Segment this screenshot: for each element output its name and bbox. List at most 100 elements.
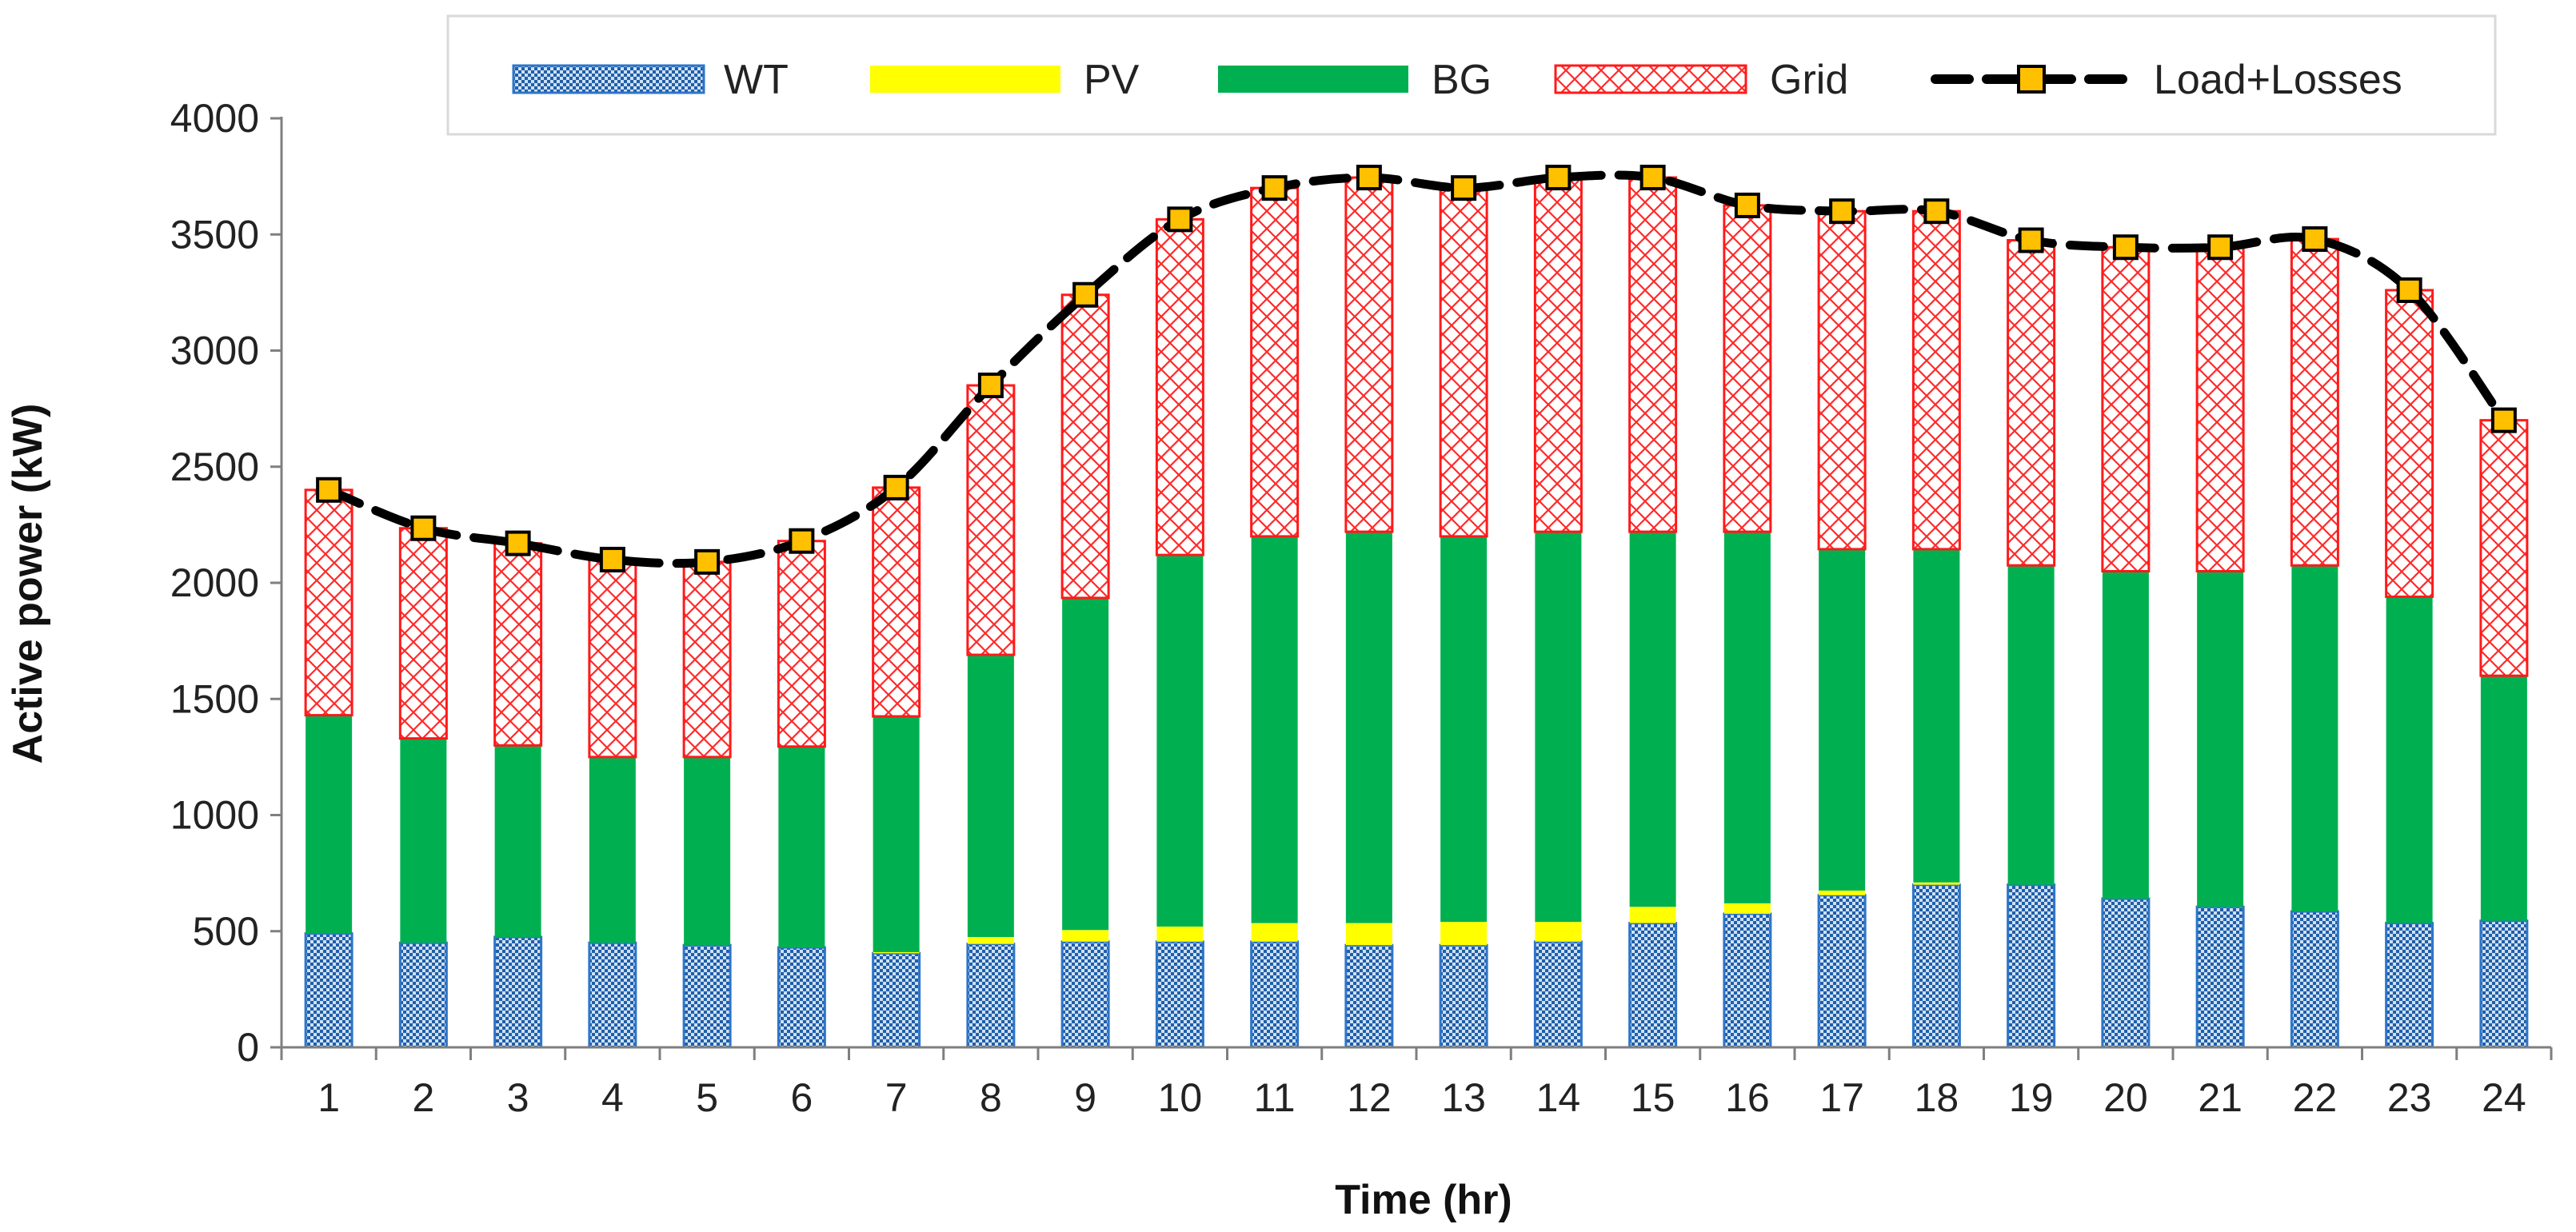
bar-pv-14: [1535, 922, 1582, 942]
load-losses-marker-2: [410, 515, 437, 541]
legend: WT PV BG Grid Load+Losses: [446, 14, 2497, 136]
bar-bg-15: [1629, 532, 1676, 907]
x-tick-label: 10: [1158, 1075, 1203, 1120]
bar-wt-1: [304, 932, 353, 1049]
bar-bg-16: [1723, 532, 1771, 903]
load-losses-marker-21: [2207, 234, 2234, 261]
load-losses-marker-10: [1167, 206, 1193, 233]
x-tick-label: 13: [1441, 1075, 1486, 1120]
legend-label-bg: BG: [1432, 57, 1492, 103]
load-losses-marker-20: [2112, 234, 2139, 261]
x-tick-label: 19: [2009, 1075, 2054, 1120]
load-losses-marker-14: [1545, 165, 1572, 191]
bar-wt-16: [1723, 912, 1772, 1049]
bar-grid-9: [1060, 293, 1110, 600]
x-tick-label: 3: [507, 1075, 529, 1120]
bar-wt-9: [1060, 940, 1110, 1049]
legend-label-pv: PV: [1084, 57, 1140, 103]
y-tick-label: 500: [193, 909, 259, 954]
legend-swatch-grid: [1554, 64, 1747, 94]
bar-wt-4: [588, 941, 637, 1049]
load-losses-marker-19: [2018, 227, 2044, 253]
x-tick-label: 14: [1536, 1075, 1581, 1120]
bar-bg-14: [1535, 532, 1582, 923]
x-tick-label: 22: [2293, 1075, 2338, 1120]
bar-grid-11: [1250, 186, 1300, 538]
bar-grid-20: [2101, 245, 2151, 572]
x-tick-label: 2: [412, 1075, 434, 1120]
bar-wt-20: [2101, 897, 2151, 1049]
bar-pv-8: [967, 937, 1014, 944]
bar-wt-19: [2007, 883, 2056, 1049]
bar-bg-17: [1819, 548, 1866, 891]
bar-wt-21: [2195, 905, 2245, 1049]
bar-bg-4: [589, 756, 636, 943]
bar-bg-11: [1251, 536, 1298, 923]
bar-wt-8: [966, 943, 1016, 1049]
y-tick-label: 1500: [170, 676, 259, 721]
x-axis-title: Time (hr): [1335, 1177, 1512, 1223]
bar-grid-3: [493, 542, 543, 747]
bar-bg-5: [684, 756, 731, 946]
bar-pv-15: [1629, 907, 1676, 923]
load-losses-marker-11: [1261, 175, 1288, 201]
load-losses-marker-15: [1639, 165, 1666, 191]
bar-pv-16: [1723, 903, 1771, 914]
bar-grid-23: [2385, 289, 2434, 598]
bar-wt-11: [1250, 940, 1300, 1049]
x-tick-label: 23: [2387, 1075, 2432, 1120]
bar-grid-13: [1439, 186, 1488, 538]
legend-label-wt: WT: [724, 57, 789, 103]
bar-wt-12: [1344, 943, 1394, 1049]
bar-pv-7: [873, 951, 920, 954]
bar-pv-17: [1819, 890, 1866, 895]
bar-wt-18: [1911, 883, 1961, 1049]
bar-wt-10: [1155, 940, 1204, 1049]
load-losses-marker-4: [599, 546, 625, 572]
legend-swatch-wt: [512, 64, 705, 94]
x-tick-label: 4: [601, 1075, 624, 1120]
bar-grid-10: [1155, 217, 1204, 556]
load-losses-marker-12: [1356, 165, 1382, 191]
x-tick-label: 1: [318, 1075, 340, 1120]
bar-bg-21: [2197, 571, 2244, 907]
x-tick-label: 12: [1347, 1075, 1392, 1120]
legend-swatch-pv: [870, 66, 1060, 93]
bar-grid-15: [1628, 176, 1678, 533]
bar-grid-17: [1817, 209, 1867, 551]
y-tick-label: 3000: [170, 329, 259, 373]
bar-wt-5: [682, 943, 732, 1049]
bar-layer: [304, 176, 2529, 1049]
bar-grid-5: [682, 560, 732, 759]
x-tick-label: 21: [2198, 1075, 2243, 1120]
x-tick-label: 17: [1819, 1075, 1864, 1120]
bar-pv-13: [1440, 922, 1488, 946]
load-losses-marker-5: [694, 548, 721, 575]
legend-label-grid: Grid: [1770, 57, 1848, 103]
load-losses-marker-7: [883, 474, 909, 500]
bar-pv-18: [1913, 882, 1960, 885]
bar-grid-7: [872, 486, 921, 718]
bar-bg-19: [2007, 565, 2055, 885]
bar-grid-24: [2479, 419, 2529, 677]
x-tick-label: 15: [1631, 1075, 1675, 1120]
bar-wt-14: [1533, 940, 1583, 1049]
x-tick-label: 20: [2103, 1075, 2148, 1120]
bar-wt-23: [2385, 922, 2434, 1049]
load-losses-marker-16: [1734, 192, 1760, 218]
load-losses-marker-6: [789, 528, 815, 554]
bar-bg-8: [967, 655, 1014, 938]
bar-wt-24: [2479, 919, 2529, 1049]
load-losses-marker-13: [1451, 175, 1477, 201]
bar-bg-24: [2480, 676, 2527, 921]
bar-grid-2: [398, 527, 448, 740]
y-tick-label: 3500: [170, 212, 259, 257]
x-tick-label: 9: [1074, 1075, 1096, 1120]
bar-bg-6: [778, 746, 825, 948]
load-losses-marker-24: [2490, 407, 2517, 433]
load-losses-marker-17: [1829, 198, 1855, 225]
bar-wt-22: [2290, 910, 2339, 1049]
x-tick-label: 11: [1254, 1075, 1296, 1120]
legend-swatch-bg: [1218, 66, 1408, 93]
bar-bg-10: [1156, 555, 1204, 927]
